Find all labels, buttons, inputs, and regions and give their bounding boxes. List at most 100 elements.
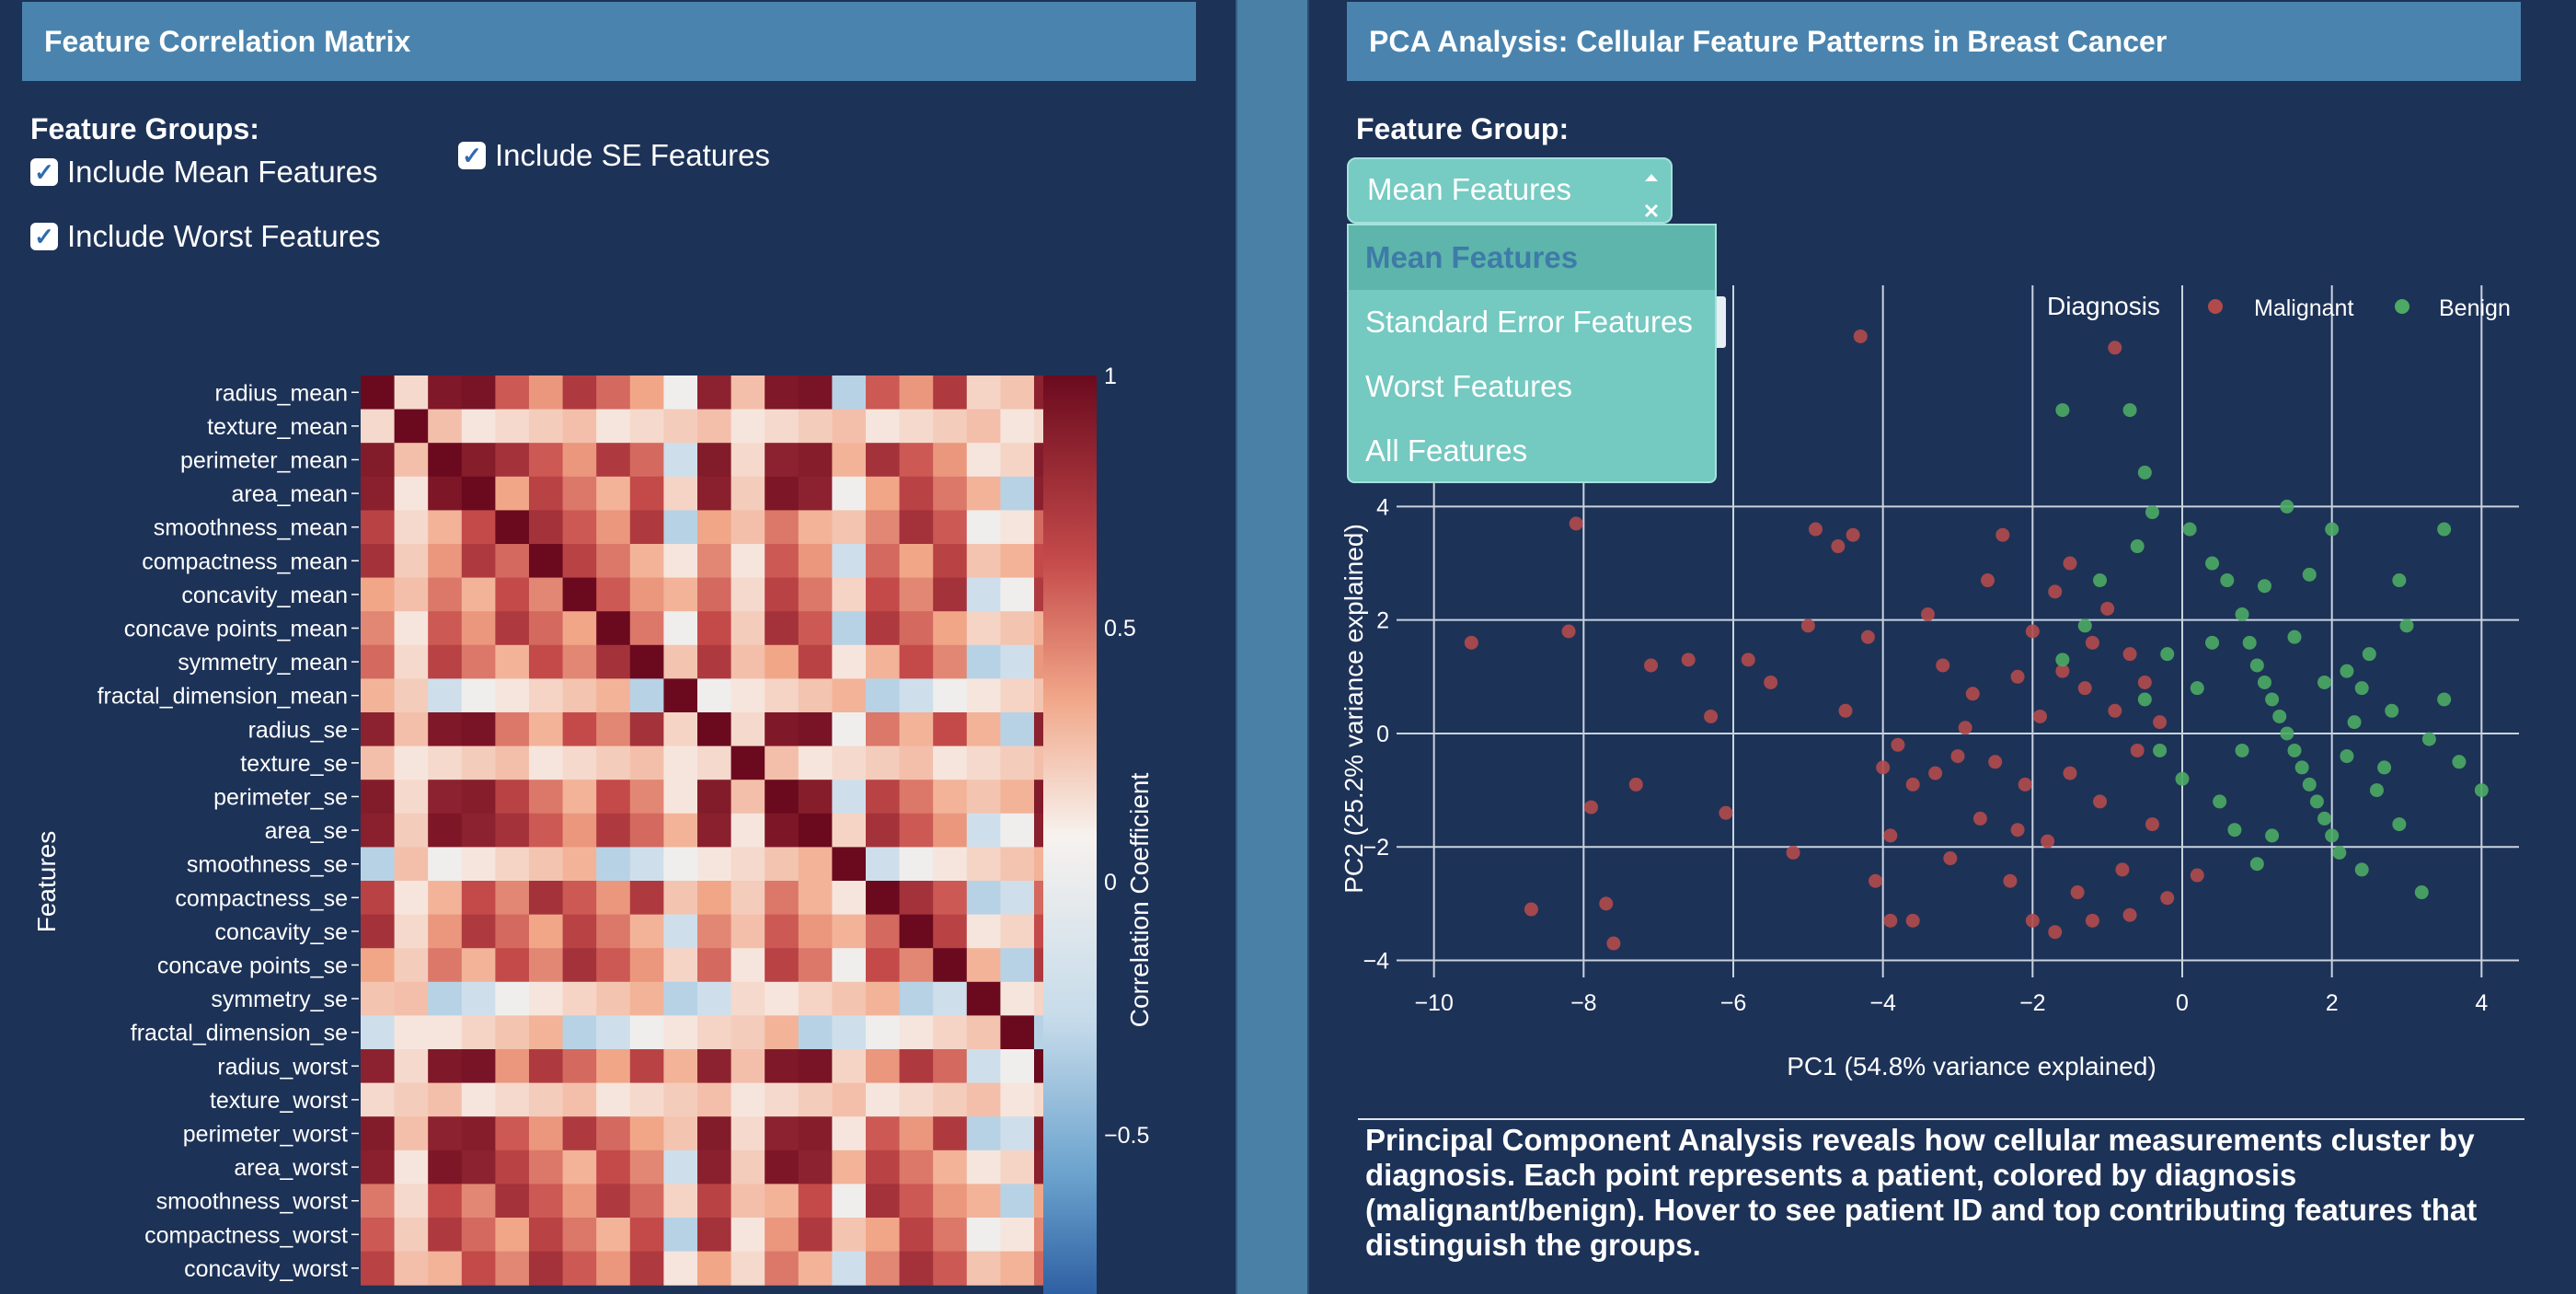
benign-point[interactable] [2369,783,2384,798]
malignant-point[interactable] [2190,868,2204,883]
malignant-point[interactable] [2032,709,2047,723]
malignant-point[interactable] [1860,630,1875,644]
benign-point[interactable] [2205,556,2220,571]
malignant-point[interactable] [2108,341,2122,355]
malignant-point[interactable] [2077,681,2092,696]
benign-point[interactable] [2325,522,2340,537]
benign-point[interactable] [2077,618,2092,633]
malignant-point[interactable] [2010,669,2025,684]
malignant-point[interactable] [2145,817,2159,832]
include-worst-checkbox[interactable]: ✓ Include Worst Features [30,219,381,254]
malignant-point[interactable] [1995,527,2010,542]
malignant-point[interactable] [1853,329,1868,343]
legend-malignant[interactable]: Malignant [2254,295,2353,321]
malignant-point[interactable] [2018,777,2032,791]
benign-point[interactable] [2377,760,2392,775]
malignant-point[interactable] [1808,522,1823,537]
malignant-point[interactable] [1943,851,1958,866]
benign-point[interactable] [2354,862,2369,877]
malignant-point[interactable] [1464,635,1478,650]
feature-group-dropdown[interactable]: Mean Features [1347,157,1673,224]
benign-point[interactable] [2309,794,2324,809]
malignant-point[interactable] [1869,873,1883,888]
benign-point[interactable] [2182,522,2197,537]
malignant-point[interactable] [2160,891,2175,906]
benign-point[interactable] [2294,760,2309,775]
malignant-point[interactable] [2108,703,2122,718]
benign-point[interactable] [2347,715,2362,730]
malignant-point[interactable] [2137,675,2152,689]
malignant-point[interactable] [1891,737,1905,752]
malignant-point[interactable] [2048,925,2063,940]
benign-point[interactable] [2220,573,2235,588]
malignant-point[interactable] [2122,907,2137,922]
benign-point[interactable] [2280,499,2294,514]
malignant-point[interactable] [1569,516,1583,531]
legend-benign[interactable]: Benign [2439,295,2511,321]
option-all-features[interactable]: All Features [1365,433,1528,468]
benign-point[interactable] [2437,522,2452,537]
malignant-point[interactable] [1876,760,1891,775]
malignant-point[interactable] [1905,777,1920,791]
benign-point[interactable] [2452,755,2467,769]
benign-point[interactable] [2055,653,2070,667]
malignant-point[interactable] [1583,800,1598,815]
malignant-point[interactable] [2003,873,2018,888]
benign-point[interactable] [2317,811,2332,826]
malignant-point[interactable] [2153,715,2168,730]
malignant-point[interactable] [1972,811,1987,826]
benign-point[interactable] [2137,465,2152,479]
malignant-point[interactable] [2063,766,2077,780]
benign-point[interactable] [2399,618,2414,633]
benign-point[interactable] [2257,675,2271,689]
benign-point[interactable] [2287,630,2302,644]
benign-point[interactable] [2249,658,2264,673]
benign-point[interactable] [2287,743,2302,757]
malignant-point[interactable] [1905,913,1920,928]
malignant-point[interactable] [1831,539,1846,554]
benign-point[interactable] [2385,703,2399,718]
malignant-point[interactable] [1764,675,1778,689]
malignant-point[interactable] [1741,653,1755,667]
benign-point[interactable] [2257,579,2271,594]
malignant-point[interactable] [1644,658,1659,673]
malignant-point[interactable] [2122,647,2137,662]
malignant-point[interactable] [2085,635,2099,650]
benign-point[interactable] [2265,828,2280,843]
benign-point[interactable] [2122,403,2137,418]
malignant-point[interactable] [1988,755,2003,769]
benign-point[interactable] [2265,692,2280,707]
benign-point[interactable] [2205,635,2220,650]
benign-point[interactable] [2213,794,2227,809]
benign-point[interactable] [2340,664,2354,678]
benign-point[interactable] [2235,743,2249,757]
malignant-point[interactable] [1950,749,1965,764]
include-se-checkbox[interactable]: ✓ Include SE Features [458,138,770,173]
malignant-point[interactable] [2093,794,2108,809]
malignant-point[interactable] [1936,658,1950,673]
malignant-point[interactable] [1920,607,1935,622]
include-mean-checkbox[interactable]: ✓ Include Mean Features [30,155,378,190]
option-mean-features[interactable]: Mean Features [1349,225,1715,290]
benign-point[interactable] [2272,709,2287,723]
benign-point[interactable] [2325,828,2340,843]
option-standard-error-features[interactable]: Standard Error Features [1365,305,1693,339]
benign-point[interactable] [2317,675,2332,689]
malignant-point[interactable] [1786,845,1800,860]
benign-point[interactable] [2055,403,2070,418]
malignant-point[interactable] [1599,896,1614,911]
benign-point[interactable] [2362,647,2376,662]
malignant-point[interactable] [2048,584,2063,599]
benign-point[interactable] [2392,817,2407,832]
benign-point[interactable] [2474,783,2489,798]
malignant-point[interactable] [2063,556,2077,571]
benign-point[interactable] [2302,777,2317,791]
benign-point[interactable] [2145,505,2159,520]
benign-point[interactable] [2242,635,2257,650]
benign-point[interactable] [2175,771,2190,786]
benign-point[interactable] [2153,743,2168,757]
benign-point[interactable] [2340,749,2354,764]
malignant-point[interactable] [1883,913,1898,928]
benign-point[interactable] [2227,823,2242,838]
malignant-point[interactable] [1561,624,1576,639]
